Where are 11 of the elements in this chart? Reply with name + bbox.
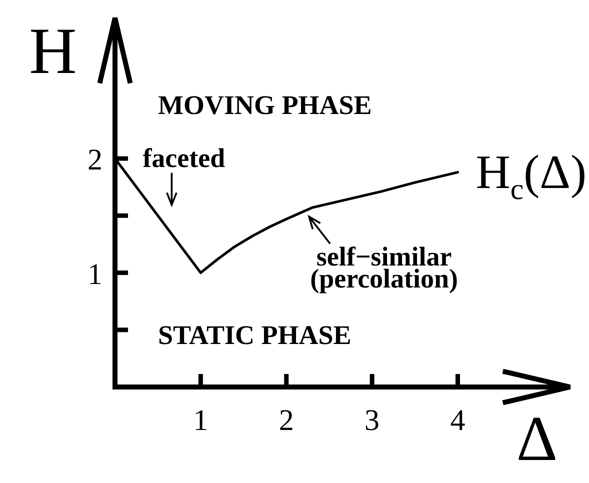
- y-axis-title: H: [29, 15, 77, 88]
- annotation: STATIC PHASE: [158, 320, 352, 350]
- series-label: H$_{c}$(Δ): [476, 146, 586, 206]
- annotation: self−similar (percolation): [310, 242, 458, 294]
- x-tick-label: 4: [450, 404, 466, 437]
- x-tick-label: 3: [364, 404, 380, 437]
- annotation: faceted: [142, 142, 226, 173]
- x-tick-label: 2: [278, 404, 294, 437]
- x-tick-label: 1: [193, 404, 208, 437]
- x-axis-title: Δ: [516, 403, 558, 474]
- annotation: MOVING PHASE: [158, 90, 372, 120]
